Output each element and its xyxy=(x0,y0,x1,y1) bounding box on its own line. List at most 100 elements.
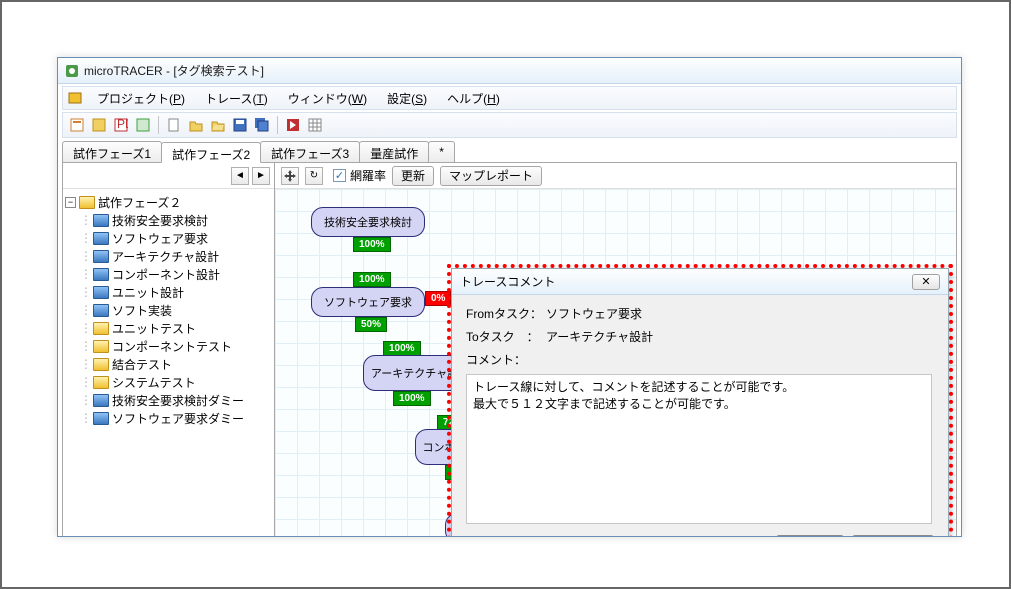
coverage-checkbox-wrap[interactable]: ✓ 網羅率 xyxy=(333,167,386,184)
from-label: Fromタスク： xyxy=(466,305,546,322)
menu-trace[interactable]: トレース(T) xyxy=(195,88,278,109)
pct-badge: 100% xyxy=(383,341,421,356)
tree-item-label: 技術安全要求検討ダミー xyxy=(112,392,244,409)
tab-massproduction[interactable]: 量産試作 xyxy=(359,141,429,162)
refresh-button[interactable]: 更新 xyxy=(392,166,434,186)
menu-window[interactable]: ウィンドウ(W) xyxy=(278,88,377,109)
tree-item-label: コンポーネントテスト xyxy=(112,338,232,355)
tree-item-label: 結合テスト xyxy=(112,356,172,373)
coverage-label: 網羅率 xyxy=(350,167,386,184)
menubar: プロジェクト(P) トレース(T) ウィンドウ(W) 設定(S) ヘルプ(H) xyxy=(62,86,957,110)
folder-icon xyxy=(93,286,109,299)
tree-item[interactable]: ⋮ユニット設計 xyxy=(65,283,272,301)
tree-item-label: ソフト実装 xyxy=(112,302,172,319)
tree-item[interactable]: ⋮ソフト実装 xyxy=(65,301,272,319)
toolbar-btn-3[interactable]: PD xyxy=(111,115,131,135)
tree-item[interactable]: ⋮ソフトウェア要求 xyxy=(65,229,272,247)
close-button[interactable]: ✕ xyxy=(912,274,940,290)
pct-badge: 100% xyxy=(353,237,391,252)
tree-item[interactable]: ⋮システムテスト xyxy=(65,373,272,391)
menu-project[interactable]: プロジェクト(P) xyxy=(87,88,195,109)
move-tool[interactable] xyxy=(281,167,299,185)
canvas-toolbar: ↻ ✓ 網羅率 更新 マップレポート xyxy=(275,163,956,189)
svg-text:PD: PD xyxy=(117,118,128,131)
toolbar-btn-2[interactable] xyxy=(89,115,109,135)
node-tech-safety[interactable]: 技術安全要求検討 xyxy=(311,207,425,237)
ok-button[interactable]: OK xyxy=(776,535,844,537)
comment-line2: 最大で５１２文字まで記述することが可能です。 xyxy=(473,396,925,413)
toolbar-btn-1[interactable] xyxy=(67,115,87,135)
tab-phase2[interactable]: 試作フェーズ2 xyxy=(161,142,261,163)
toolbar-save[interactable] xyxy=(230,115,250,135)
coverage-checkbox[interactable]: ✓ xyxy=(333,169,346,182)
folder-icon xyxy=(93,214,109,227)
tree-item-label: 技術安全要求検討 xyxy=(112,212,208,229)
sidebar-expand-btn[interactable]: ► xyxy=(252,167,270,185)
tree-item-label: システムテスト xyxy=(112,374,196,391)
dialog-buttons: OK キャンセル xyxy=(776,535,934,537)
cancel-button[interactable]: キャンセル xyxy=(852,535,934,537)
tree-item-label: ユニットテスト xyxy=(112,320,196,337)
tab-phase3[interactable]: 試作フェーズ3 xyxy=(260,141,360,162)
tree-item-label: ソフトウェア要求ダミー xyxy=(112,410,244,427)
app-window: microTRACER - [タグ検索テスト] プロジェクト(P) トレース(T… xyxy=(57,57,962,537)
menu-setting[interactable]: 設定(S) xyxy=(377,88,437,109)
app-icon xyxy=(64,63,80,79)
tree: − 試作フェーズ２ ⋮技術安全要求検討⋮ソフトウェア要求⋮アーキテクチャ設計⋮コ… xyxy=(63,189,274,431)
sidebar-toolbar: ◄ ► xyxy=(63,163,274,189)
folder-icon xyxy=(93,268,109,281)
folder-icon xyxy=(93,376,109,389)
folder-icon xyxy=(93,394,109,407)
node-sw-req[interactable]: ソフトウェア要求 xyxy=(311,287,425,317)
toolbar-pdf[interactable] xyxy=(283,115,303,135)
titlebar: microTRACER - [タグ検索テスト] xyxy=(58,58,961,84)
refresh-tool[interactable]: ↻ xyxy=(305,167,323,185)
tree-item[interactable]: ⋮技術安全要求検討ダミー xyxy=(65,391,272,409)
tree-item[interactable]: ⋮ユニットテスト xyxy=(65,319,272,337)
folder-icon xyxy=(79,196,95,209)
to-value: アーキテクチャ設計 xyxy=(546,328,653,345)
folder-icon xyxy=(93,358,109,371)
pct-badge: 100% xyxy=(353,272,391,287)
tree-item-label: ソフトウェア要求 xyxy=(112,230,208,247)
tree-item[interactable]: ⋮技術安全要求検討 xyxy=(65,211,272,229)
tree-root-label: 試作フェーズ２ xyxy=(98,194,181,211)
tree-item[interactable]: ⋮ソフトウェア要求ダミー xyxy=(65,409,272,427)
comment-textarea[interactable]: トレース線に対して、コメントを記述することが可能です。 最大で５１２文字まで記述… xyxy=(466,374,932,524)
folder-icon xyxy=(93,340,109,353)
folder-icon xyxy=(93,304,109,317)
toolbar-new[interactable] xyxy=(164,115,184,135)
toolbar-saveall[interactable] xyxy=(252,115,272,135)
tree-item[interactable]: ⋮コンポーネント設計 xyxy=(65,265,272,283)
window-title: microTRACER - [タグ検索テスト] xyxy=(84,62,264,79)
tree-item-label: アーキテクチャ設計 xyxy=(112,248,219,265)
tree-item[interactable]: ⋮コンポーネントテスト xyxy=(65,337,272,355)
tabstrip: 試作フェーズ1 試作フェーズ2 試作フェーズ3 量産試作 * xyxy=(62,140,957,162)
mapreport-button[interactable]: マップレポート xyxy=(440,166,542,186)
pct-badge: 50% xyxy=(355,317,387,332)
pct-badge: 100% xyxy=(393,391,431,406)
trace-comment-dialog: トレースコメント ✕ Fromタスク： ソフトウェア要求 Toタスク ： アーキ… xyxy=(451,268,949,537)
tree-root[interactable]: − 試作フェーズ２ xyxy=(65,193,272,211)
toolbar-table[interactable] xyxy=(305,115,325,135)
toolbar-open2[interactable] xyxy=(208,115,228,135)
folder-icon xyxy=(93,232,109,245)
toolbar-open[interactable] xyxy=(186,115,206,135)
tree-item[interactable]: ⋮結合テスト xyxy=(65,355,272,373)
dialog-body: Fromタスク： ソフトウェア要求 Toタスク ： アーキテクチャ設計 コメント… xyxy=(452,295,948,534)
toolbar-btn-4[interactable] xyxy=(133,115,153,135)
sidebar-collapse-btn[interactable]: ◄ xyxy=(231,167,249,185)
tree-toggle-icon[interactable]: − xyxy=(65,197,76,208)
tree-item-label: ユニット設計 xyxy=(112,284,184,301)
dialog-titlebar: トレースコメント ✕ xyxy=(452,269,948,295)
tree-item[interactable]: ⋮アーキテクチャ設計 xyxy=(65,247,272,265)
tab-new[interactable]: * xyxy=(428,141,455,162)
menu-help[interactable]: ヘルプ(H) xyxy=(437,88,510,109)
menu-icon xyxy=(67,90,83,106)
from-value: ソフトウェア要求 xyxy=(546,305,642,322)
toolbar: PD xyxy=(62,112,957,138)
comment-label: コメント： xyxy=(466,351,526,368)
folder-icon xyxy=(93,412,109,425)
tab-phase1[interactable]: 試作フェーズ1 xyxy=(62,141,162,162)
folder-icon xyxy=(93,250,109,263)
